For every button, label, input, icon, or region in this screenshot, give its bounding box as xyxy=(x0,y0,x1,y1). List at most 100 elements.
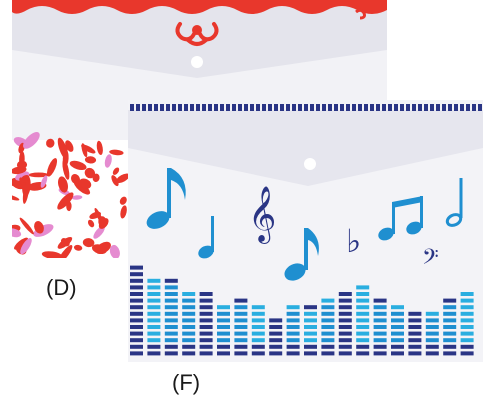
equalizer-segment xyxy=(408,318,422,323)
floral-petal xyxy=(40,175,48,188)
equalizer-segment xyxy=(164,325,178,329)
equalizer-segment xyxy=(199,292,213,296)
equalizer-segment xyxy=(269,344,283,349)
equalizer-segment xyxy=(391,331,404,336)
floral-petal xyxy=(92,173,100,182)
equalizer-segment xyxy=(460,292,474,296)
equalizer-segment xyxy=(338,292,352,296)
floral-petal xyxy=(12,228,22,238)
border-dash xyxy=(382,104,386,111)
equalizer-segment xyxy=(443,344,457,349)
border-dash xyxy=(196,104,200,111)
equalizer-segment xyxy=(373,318,387,323)
border-dash xyxy=(130,104,134,111)
equalizer-segment xyxy=(286,338,300,343)
border-dash xyxy=(388,104,392,111)
border-dash xyxy=(340,104,344,111)
folder-f-snap-button xyxy=(304,158,316,170)
floral-petal xyxy=(119,196,127,205)
equalizer-segment xyxy=(356,325,370,329)
border-dash xyxy=(190,104,194,111)
floral-petal xyxy=(23,132,40,149)
equalizer-segment xyxy=(373,298,387,303)
equalizer-segment xyxy=(199,325,213,329)
floral-petal xyxy=(34,221,44,234)
equalizer-segment xyxy=(356,285,370,290)
equalizer-segment xyxy=(373,338,387,343)
border-dash xyxy=(280,104,284,111)
equalizer-segment xyxy=(391,338,404,343)
equalizer-segment xyxy=(217,331,230,336)
equalizer-segment xyxy=(147,278,161,283)
equalizer-segment xyxy=(304,305,317,310)
equalizer-segment xyxy=(356,305,370,310)
equalizer-segment xyxy=(182,325,196,329)
border-dash xyxy=(358,104,362,111)
folder-f-flap xyxy=(128,110,483,186)
border-dash xyxy=(250,104,254,111)
equalizer-segment xyxy=(164,351,178,356)
floral-petal xyxy=(111,175,119,187)
equalizer-segment xyxy=(199,305,213,310)
equalizer-segment xyxy=(338,344,352,349)
equalizer-segment xyxy=(425,311,439,316)
equalizer-segment xyxy=(356,318,370,323)
equalizer-segment xyxy=(234,298,248,303)
equalizer-segment xyxy=(130,278,143,283)
border-dash xyxy=(286,104,290,111)
equalizer-segment xyxy=(286,331,300,336)
floral-petal xyxy=(84,156,97,164)
equalizer-segment xyxy=(425,338,439,343)
equalizer-segment xyxy=(130,305,143,310)
equalizer-segment xyxy=(338,331,352,336)
equalizer-segment xyxy=(234,311,248,316)
equalizer-segment xyxy=(164,344,178,349)
border-dash xyxy=(178,104,182,111)
equalizer-segment xyxy=(182,351,196,356)
floral-petal xyxy=(93,225,105,239)
floral-petal xyxy=(58,176,68,193)
equalizer-segment xyxy=(356,338,370,343)
floral-petal xyxy=(65,140,74,152)
equalizer-segment xyxy=(182,292,196,296)
floral-petal xyxy=(69,160,87,170)
border-dash xyxy=(466,104,470,111)
equalizer-segment xyxy=(391,344,404,349)
folder-d-floral-pattern xyxy=(12,132,130,258)
equalizer-segment xyxy=(164,298,178,303)
folder-d-corner-swirl xyxy=(355,8,366,20)
label-f: (F) xyxy=(172,370,201,395)
border-dash xyxy=(418,104,422,111)
equalizer-segment xyxy=(356,344,370,349)
equalizer-segment xyxy=(460,351,474,356)
folder-f: 𝄞 ♭ 𝄢 xyxy=(128,100,483,362)
equalizer-segment xyxy=(269,318,283,323)
floral-petal xyxy=(12,166,27,175)
equalizer-segment xyxy=(373,325,387,329)
folder-d-wave-border xyxy=(12,0,387,14)
equalizer-segment xyxy=(251,344,265,349)
equalizer-segment xyxy=(460,298,474,303)
floral-petal xyxy=(89,211,102,220)
equalizer-segment xyxy=(199,311,213,316)
border-dash xyxy=(304,104,308,111)
equalizer-segment xyxy=(199,298,213,303)
equalizer-segment xyxy=(286,311,300,316)
floral-petal xyxy=(12,194,20,201)
equalizer-segment xyxy=(251,338,265,343)
equalizer-segment xyxy=(147,311,161,316)
equalizer-segment xyxy=(269,338,283,343)
equalizer-segment xyxy=(199,318,213,323)
border-dash xyxy=(478,104,482,111)
border-dash xyxy=(202,104,206,111)
equalizer-segment xyxy=(130,265,143,270)
border-dash xyxy=(310,104,314,111)
equalizer-segment xyxy=(251,318,265,323)
floral-petal xyxy=(19,217,34,235)
equalizer-segment xyxy=(147,285,161,290)
treble-clef-icon: 𝄞 xyxy=(248,186,276,244)
equalizer-segment xyxy=(164,285,178,290)
equalizer-segment xyxy=(182,311,196,316)
music-note-eighth-2 xyxy=(284,228,319,281)
floral-petal xyxy=(28,172,49,178)
